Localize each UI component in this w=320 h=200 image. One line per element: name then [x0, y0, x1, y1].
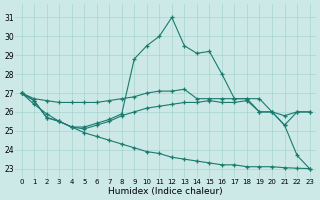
- X-axis label: Humidex (Indice chaleur): Humidex (Indice chaleur): [108, 187, 223, 196]
